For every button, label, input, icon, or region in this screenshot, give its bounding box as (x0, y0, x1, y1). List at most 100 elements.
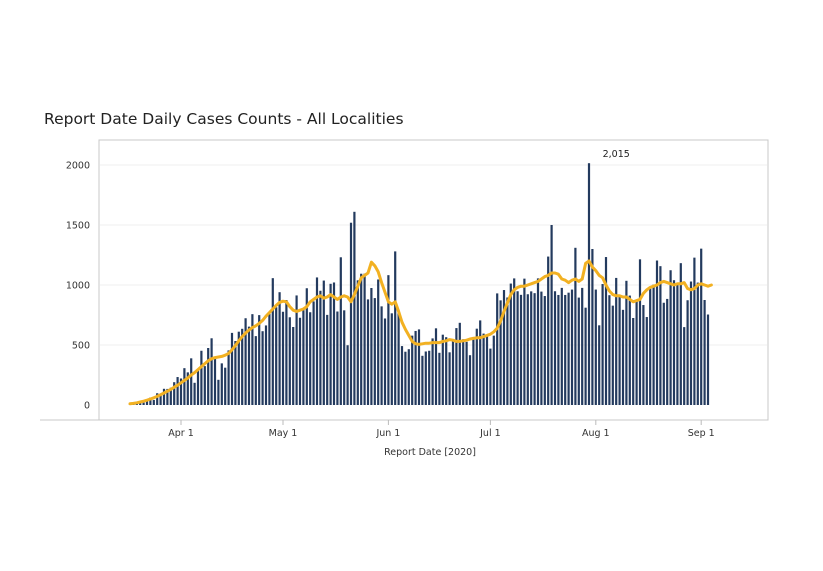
bar (152, 399, 155, 405)
bar (666, 298, 669, 405)
bar (343, 310, 346, 405)
bar (672, 280, 676, 405)
bar (203, 366, 206, 405)
bar (251, 314, 254, 405)
bar (176, 377, 179, 405)
bar (302, 308, 305, 405)
bar (264, 325, 268, 405)
bar (387, 275, 390, 405)
bar (611, 305, 614, 405)
bar (380, 306, 383, 405)
bar (254, 336, 257, 405)
bar (193, 382, 196, 405)
bar (377, 279, 380, 405)
bar (329, 283, 332, 405)
bar (686, 300, 689, 405)
x-tick-label: Apr 1 (168, 428, 194, 439)
peak-annotation-label: 2,015 (603, 149, 630, 160)
y-tick-label: 1000 (66, 281, 90, 292)
bar (281, 311, 285, 405)
plot-frame (98, 139, 769, 421)
bar (625, 280, 628, 405)
bar (445, 337, 448, 405)
bar (540, 291, 543, 405)
bar (601, 284, 604, 405)
bar (485, 335, 489, 405)
bar (349, 222, 353, 405)
bar (628, 295, 631, 405)
y-tick-label: 2000 (66, 161, 90, 172)
bar (526, 294, 529, 405)
bar (149, 397, 152, 405)
bar (655, 260, 659, 405)
bar (326, 314, 329, 405)
x-tick-label: Aug 1 (582, 428, 610, 439)
bar (353, 211, 356, 405)
bar (683, 327, 686, 405)
bar (404, 351, 407, 405)
bar (190, 358, 193, 405)
bar (414, 330, 417, 405)
bar (543, 296, 546, 405)
bar (608, 295, 611, 405)
bar (217, 379, 220, 405)
bar (533, 293, 536, 405)
moving-average-line (128, 259, 713, 406)
bar (706, 314, 710, 405)
bar (156, 393, 159, 405)
bar (482, 333, 485, 405)
bar (411, 335, 414, 405)
bar (431, 338, 434, 405)
bar (550, 225, 553, 405)
bar (295, 295, 298, 405)
bar (513, 278, 516, 405)
bar (288, 317, 291, 405)
bars (128, 163, 710, 405)
bar (662, 302, 665, 405)
bar (383, 318, 387, 405)
bar (346, 345, 349, 405)
bar (438, 352, 441, 405)
bar (400, 346, 404, 405)
bar (479, 320, 482, 405)
bar (417, 329, 421, 405)
bar (584, 307, 587, 405)
bar (530, 291, 533, 405)
x-tick-label: Sep 1 (688, 428, 715, 439)
bar (258, 315, 261, 405)
bar (598, 325, 601, 405)
bar (159, 395, 162, 405)
bar (696, 282, 699, 405)
bar (604, 257, 608, 405)
bar (247, 326, 251, 405)
bar (635, 301, 638, 405)
bar (659, 266, 662, 405)
bar (244, 318, 247, 405)
bar (210, 338, 213, 405)
bar (220, 363, 223, 405)
y-tick-label: 1500 (66, 221, 90, 232)
bar (237, 331, 240, 405)
bar (536, 278, 540, 405)
bar (285, 300, 288, 405)
bar (618, 294, 621, 405)
bar (594, 289, 597, 405)
bar (703, 300, 706, 405)
bar (370, 288, 373, 405)
bar (455, 328, 458, 405)
bar (162, 388, 166, 405)
bar (577, 297, 580, 405)
bar (458, 322, 461, 405)
bar (499, 300, 502, 405)
bar (268, 313, 271, 405)
bar (642, 305, 645, 405)
bar (407, 349, 410, 405)
bar (509, 283, 512, 405)
bar (166, 388, 169, 405)
bar (652, 284, 655, 405)
bar (570, 289, 574, 405)
bar (441, 334, 444, 405)
bar (676, 284, 679, 405)
x-tick-label: Jun 1 (375, 428, 400, 439)
